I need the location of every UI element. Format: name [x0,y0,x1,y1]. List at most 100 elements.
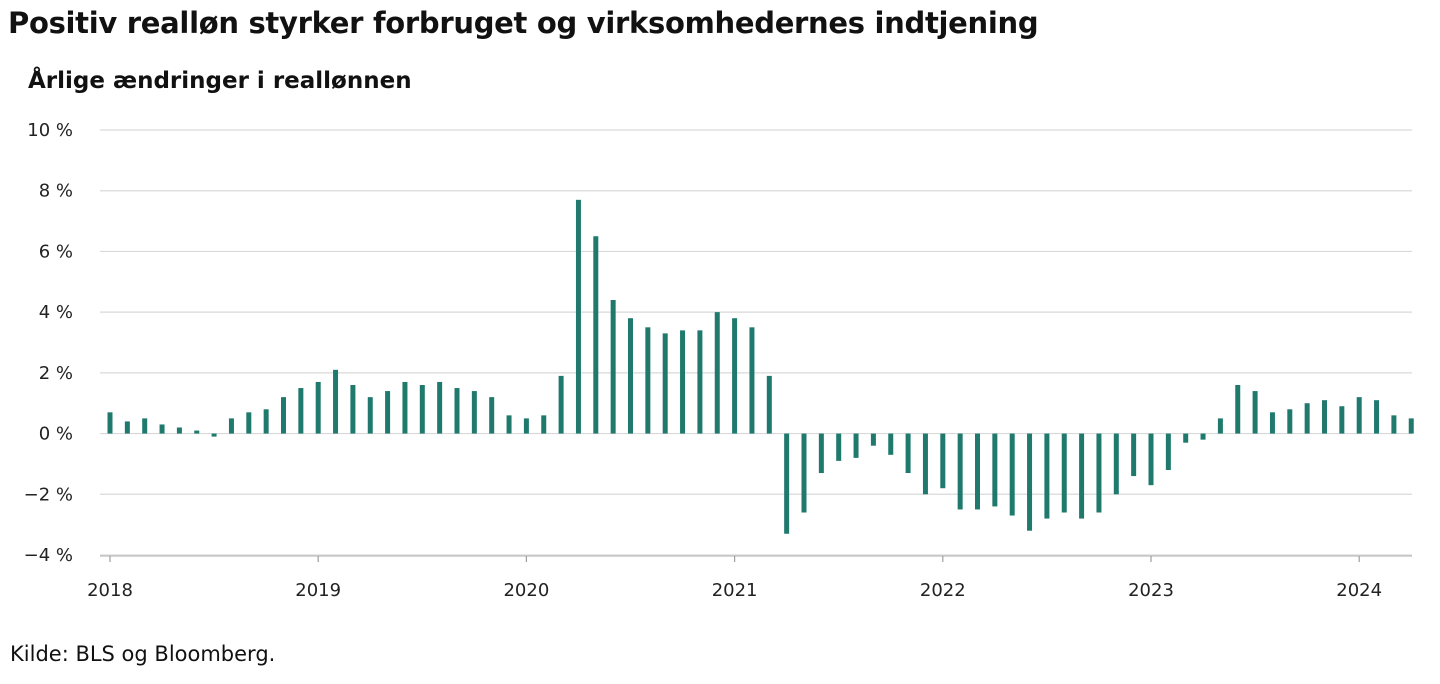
bar [471,391,477,434]
bar [211,433,217,437]
y-axis-tick-labels: 10 % 8 % 6 % 4 % 2 % 0 % −2 % −4 % [24,120,73,566]
bar-series [107,199,1414,534]
bar [957,433,963,510]
x-tick-label: 2022 [920,580,966,601]
bar [1131,433,1137,477]
bar [541,415,547,434]
bar [1287,409,1293,434]
bar [1027,433,1033,531]
bar [1252,391,1258,434]
bar [1044,433,1050,519]
x-tick-label: 2018 [87,580,133,601]
x-tick-label: 2023 [1128,580,1174,601]
y-tick-label: 8 % [39,181,73,202]
bar [1356,397,1362,434]
y-tick-label: −2 % [24,484,73,505]
chart-subtitle: Årlige ændringer i reallønnen [28,68,412,94]
bar [940,433,946,489]
bar [1113,433,1119,495]
bar [1374,400,1380,434]
y-tick-label: 6 % [39,241,73,262]
bar [419,385,425,434]
chart-title: Positiv realløn styrker forbruget og vir… [8,6,1039,40]
bar [1269,412,1275,434]
bar [628,318,633,434]
bar [350,385,356,434]
bar [1165,433,1171,470]
bar [1009,433,1015,516]
bar [922,433,928,495]
bar [315,381,321,434]
bar [124,421,130,434]
bar [506,415,512,434]
bar [732,318,738,434]
x-axis-tick-labels: 2018 2019 2020 2021 2022 2023 2024 [87,580,1382,601]
bar [818,433,824,474]
bar [263,409,269,434]
bar [697,330,703,434]
bar [749,327,755,434]
bar [680,330,686,434]
bar [593,236,599,434]
bar [558,375,564,434]
bar [836,433,842,461]
bar [905,433,911,474]
bar [1408,418,1414,434]
bar [107,412,113,434]
bar [1217,418,1223,434]
grid-lines [100,129,1412,556]
bar [784,433,790,534]
bar [385,391,391,434]
bar [1061,433,1067,513]
bar [402,381,408,434]
bar [975,433,980,510]
bar [870,433,876,446]
x-tick-label: 2020 [503,580,549,601]
bar [281,397,286,434]
y-tick-label: 10 % [27,120,73,141]
y-tick-label: 2 % [39,363,73,384]
bar [142,418,148,434]
bar [246,412,252,434]
x-axis [100,555,1412,562]
bar [1339,406,1345,434]
bar [888,433,894,455]
bar [523,418,529,434]
bar [662,333,668,434]
y-tick-label: −4 % [24,545,73,566]
bar [228,418,234,434]
bar [367,397,373,434]
bar [489,397,495,434]
bar [176,427,182,434]
x-tick-label: 2024 [1336,580,1382,601]
bar [298,388,304,434]
bar [853,433,859,458]
bar [1235,385,1241,434]
y-tick-label: 4 % [39,302,73,323]
bar [1200,433,1206,440]
bar [992,433,998,507]
bar [194,430,200,434]
bar [454,388,460,434]
bar [766,375,772,434]
bar [575,199,581,434]
x-tick-label: 2021 [712,580,758,601]
bar [801,433,807,513]
bar [1322,400,1327,434]
bar [610,300,616,434]
bar [333,369,339,434]
bar [1148,433,1154,486]
bar [1096,433,1102,513]
bar [1079,433,1085,519]
bar [437,381,443,434]
bar [159,424,165,434]
bar [1391,415,1397,434]
y-tick-label: 0 % [39,424,73,445]
x-tick-label: 2019 [295,580,341,601]
bar [1304,403,1310,434]
bar [714,312,720,434]
bar [645,327,651,434]
source-note: Kilde: BLS og Bloomberg. [10,642,276,666]
bar [1183,433,1189,443]
